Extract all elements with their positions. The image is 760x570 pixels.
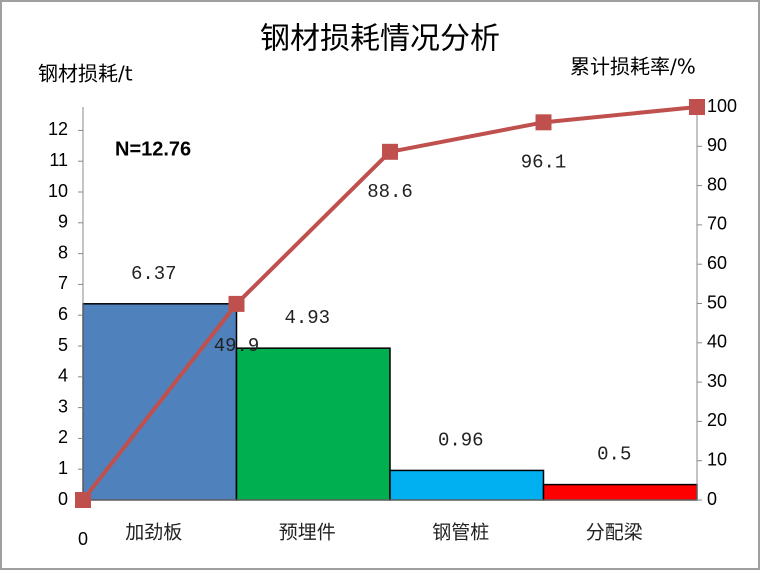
chart-title: 钢材损耗情况分析 xyxy=(260,22,500,57)
bar-value-label: 0.5 xyxy=(597,444,631,466)
y2-tick-label: 10 xyxy=(707,449,727,469)
y2-tick-label: 20 xyxy=(707,410,727,430)
line-value-label: 49.9 xyxy=(214,335,260,357)
y-tick-label: 12 xyxy=(48,119,68,139)
bar-value-label: 4.93 xyxy=(284,307,330,329)
y2-tick-label: 0 xyxy=(707,489,717,509)
y-tick-label: 9 xyxy=(58,212,68,232)
bar xyxy=(389,469,545,501)
y-tick-label: 2 xyxy=(58,427,68,447)
x-tick-label: 加劲板 xyxy=(125,522,182,544)
line-marker xyxy=(228,295,245,312)
origin-label: 0 xyxy=(78,529,88,549)
y-tick-label: 10 xyxy=(48,181,68,201)
y-tick-label: 4 xyxy=(58,366,68,386)
line-marker xyxy=(689,99,705,115)
y-tick-label: 11 xyxy=(49,150,68,170)
bar xyxy=(542,483,698,501)
bar xyxy=(235,347,391,501)
line-marker xyxy=(535,114,552,131)
y2-tick-label: 70 xyxy=(707,214,727,234)
y2-tick-label: 50 xyxy=(707,292,727,312)
y2-tick-label: 40 xyxy=(707,332,727,352)
y2-axis-label: 累计损耗率/% xyxy=(570,55,696,79)
bar-value-label: 0.96 xyxy=(438,429,484,451)
line-marker xyxy=(382,143,398,160)
x-tick-label: 钢管桩 xyxy=(432,522,489,544)
y-tick-label: 3 xyxy=(58,396,68,416)
y2-tick-label: 80 xyxy=(707,174,727,194)
bar-value-label: 6.37 xyxy=(131,263,177,285)
y-tick-label: 6 xyxy=(58,304,68,324)
line-value-label: 96.1 xyxy=(521,151,567,173)
y2-tick-label: 30 xyxy=(707,371,727,391)
y2-tick-label: 100 xyxy=(707,96,737,116)
y-tick-label: 5 xyxy=(58,335,68,355)
line-marker xyxy=(75,492,91,508)
y2-tick-label: 90 xyxy=(707,135,727,155)
y-tick-label: 0 xyxy=(58,489,68,509)
x-tick-label: 分配梁 xyxy=(586,522,643,544)
y2-tick-label: 60 xyxy=(707,253,727,273)
y-tick-label: 1 xyxy=(58,458,68,478)
x-tick-label: 预埋件 xyxy=(279,522,336,544)
line-value-label: 88.6 xyxy=(367,181,413,203)
y-tick-label: 7 xyxy=(58,273,68,293)
y-axis-label: 钢材损耗/t xyxy=(38,62,133,86)
annotation: N=12.76 xyxy=(115,138,191,160)
y-tick-label: 8 xyxy=(58,242,68,262)
